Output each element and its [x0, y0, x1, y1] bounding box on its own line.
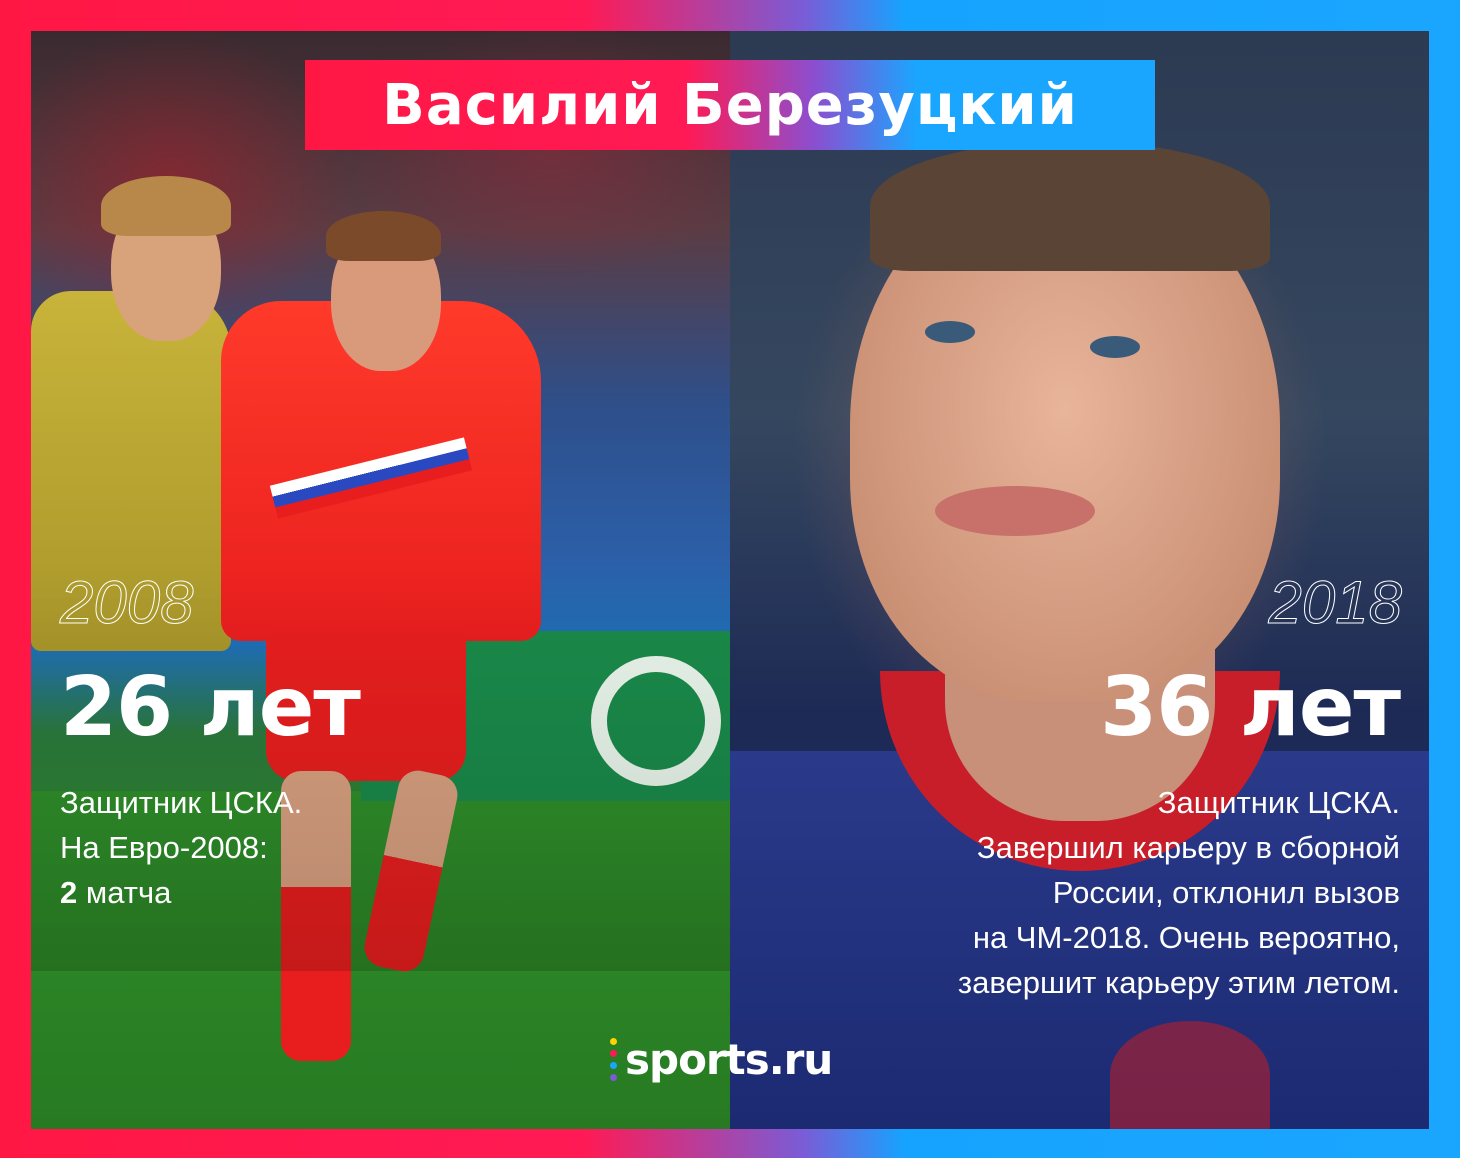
- player-hair: [870, 141, 1270, 271]
- eye-right: [1090, 336, 1140, 358]
- age-2008: 26 лет: [60, 660, 361, 755]
- player-yellow-shirt: [31, 291, 231, 651]
- shade-overlay: [31, 571, 730, 971]
- year-2008: 2008: [59, 569, 194, 637]
- player-red-leg-left: [281, 771, 351, 1061]
- logo-text: sports.ru: [625, 1035, 833, 1084]
- photo-2018: [730, 31, 1429, 1129]
- desc-line-3: России, отклонил вызов: [1052, 875, 1400, 910]
- matches-count: 2: [60, 875, 78, 910]
- player-name: Василий Березуцкий: [382, 72, 1078, 138]
- player-red-shorts: [266, 631, 466, 781]
- eye-left: [925, 321, 975, 343]
- logo-dot: [610, 1038, 617, 1045]
- desc-line-2: На Евро-2008:: [60, 830, 268, 865]
- logo-dot: [610, 1074, 617, 1081]
- desc-line-2: Завершил карьеру в сборной: [976, 830, 1400, 865]
- mouth: [935, 486, 1095, 536]
- desc-line-1: Защитник ЦСКА.: [1157, 785, 1400, 820]
- logo-dots-icon: [610, 1038, 617, 1081]
- photo-2008: [31, 31, 730, 1129]
- desc-line-3: 2 матча: [60, 870, 302, 915]
- year-2018: 2018: [1268, 569, 1402, 637]
- description-2008: Защитник ЦСКА. На Евро-2008: 2 матча: [60, 780, 302, 915]
- player-yellow-hair: [101, 176, 231, 236]
- desc-line-4: на ЧМ-2018. Очень вероятно,: [972, 920, 1400, 955]
- title-banner: Василий Березуцкий: [305, 60, 1155, 150]
- description-2018: Защитник ЦСКА. Завершил карьеру в сборно…: [958, 780, 1400, 1005]
- matches-word: матча: [85, 875, 172, 910]
- logo-dot: [610, 1062, 617, 1069]
- player-red-hair: [326, 211, 441, 261]
- logo-dot: [610, 1050, 617, 1057]
- sports-ru-logo: sports.ru: [610, 1035, 833, 1084]
- cska-crest: [1110, 1021, 1270, 1129]
- desc-line-5: завершит карьеру этим летом.: [957, 965, 1400, 1000]
- age-2018: 36 лет: [1100, 660, 1401, 755]
- desc-line-1: Защитник ЦСКА.: [60, 785, 303, 820]
